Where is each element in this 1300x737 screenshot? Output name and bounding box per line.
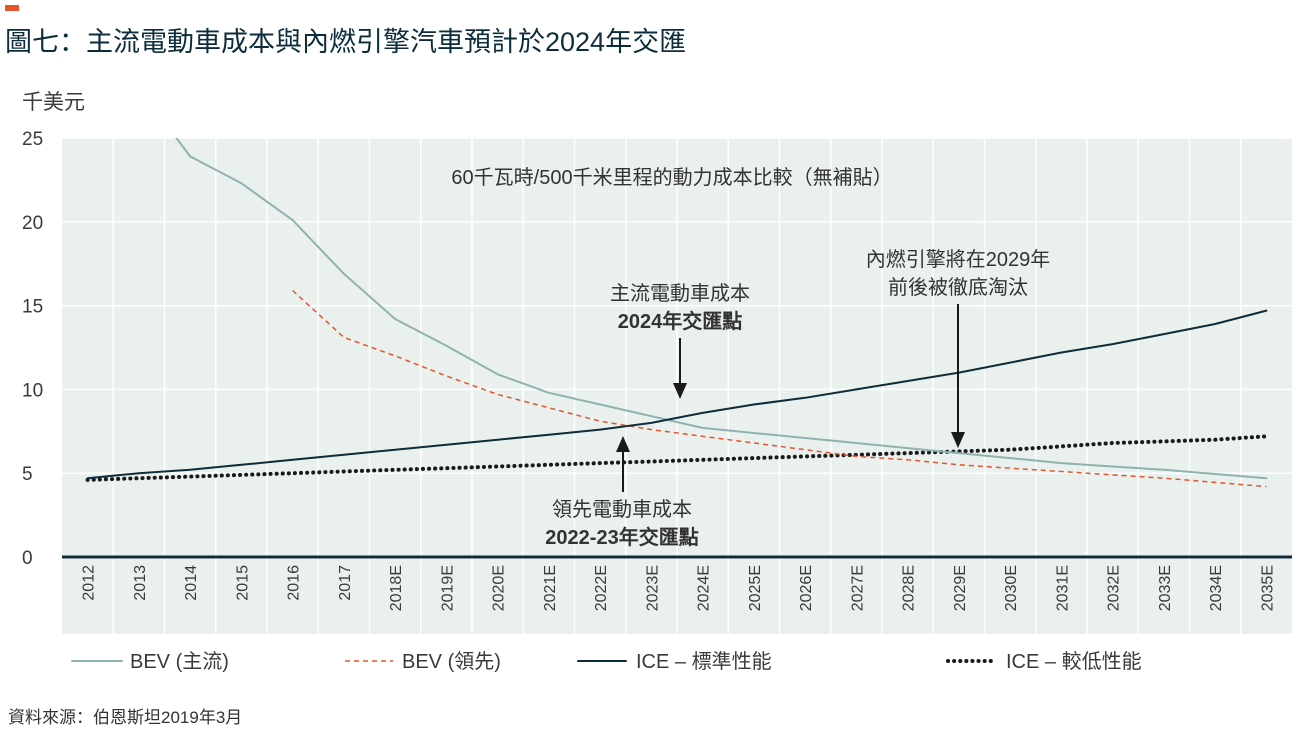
y-tick-label: 5 — [22, 464, 33, 485]
annotation-ice-line1: 內燃引擎將在2029年 — [866, 248, 1051, 271]
x-tick-label: 2034E — [1208, 565, 1225, 611]
annotation-leading-line2: 2022-23年交匯點 — [545, 525, 698, 549]
legend-label-0: BEV (主流) — [130, 650, 229, 673]
x-tick-label: 2029E — [952, 565, 969, 611]
y-tick-label: 20 — [22, 213, 43, 234]
x-tick-label: 2013 — [132, 565, 149, 601]
x-tick-label: 2012 — [81, 565, 98, 601]
y-axis-unit: 千美元 — [22, 91, 85, 114]
source-note: 資料來源：伯恩斯坦2019年3月 — [8, 708, 243, 727]
y-tick-label: 10 — [22, 380, 43, 401]
x-tick-label: 2024E — [696, 565, 713, 611]
x-tick-label: 2019E — [439, 565, 456, 611]
x-tick-label: 2032E — [1106, 565, 1123, 611]
x-tick-label: 2026E — [798, 565, 815, 611]
x-tick-label: 2020E — [491, 565, 508, 611]
chart-title: 圖七：主流電動車成本與內燃引擎汽車預計於2024年交匯 — [5, 27, 687, 57]
annotation-leading-line1: 領先電動車成本 — [552, 498, 692, 521]
legend-label-1: BEV (領先) — [402, 650, 501, 673]
legend-label-2: ICE – 標準性能 — [636, 650, 772, 673]
annotation-mainstream-line1: 主流電動車成本 — [610, 282, 750, 305]
chart-subtitle: 60千瓦時/500千米里程的動力成本比較（無補貼） — [451, 166, 892, 189]
series-line-3 — [85, 434, 1269, 482]
annotation-ice-line2: 前後被徹底淘汰 — [888, 276, 1028, 299]
legend-label-3: ICE – 較低性能 — [1006, 650, 1142, 673]
x-tick-label: 2014 — [183, 565, 200, 601]
x-tick-label: 2021E — [542, 565, 559, 611]
x-tick-label: 2023E — [644, 565, 661, 611]
x-tick-label: 2028E — [901, 565, 918, 611]
x-tick-label: 2033E — [1157, 565, 1174, 611]
y-tick-label: 25 — [22, 129, 43, 150]
x-tick-label: 2030E — [1003, 565, 1020, 611]
x-tick-label: 2022E — [593, 565, 610, 611]
series-line-2 — [86, 309, 1268, 480]
series-line-0 — [175, 138, 1268, 480]
series-line-1 — [292, 289, 1267, 488]
x-tick-label: 2018E — [388, 565, 405, 611]
x-tick-label: 2017 — [337, 565, 354, 601]
x-tick-label: 2027E — [849, 565, 866, 611]
x-tick-label: 2016 — [286, 565, 303, 601]
x-tick-label: 2025E — [747, 565, 764, 611]
accent-bar — [5, 5, 19, 11]
y-tick-label: 15 — [22, 297, 43, 318]
x-tick-label: 2031E — [1054, 565, 1071, 611]
annotation-leading-arrow-head — [616, 436, 630, 452]
x-tick-label: 2015 — [234, 565, 251, 601]
x-tick-label: 2035E — [1259, 565, 1276, 611]
annotation-ice-arrow-head — [951, 432, 965, 448]
y-tick-label: 0 — [22, 548, 33, 569]
annotation-mainstream-line2: 2024年交匯點 — [618, 309, 743, 333]
annotation-mainstream-arrow-head — [673, 383, 687, 399]
